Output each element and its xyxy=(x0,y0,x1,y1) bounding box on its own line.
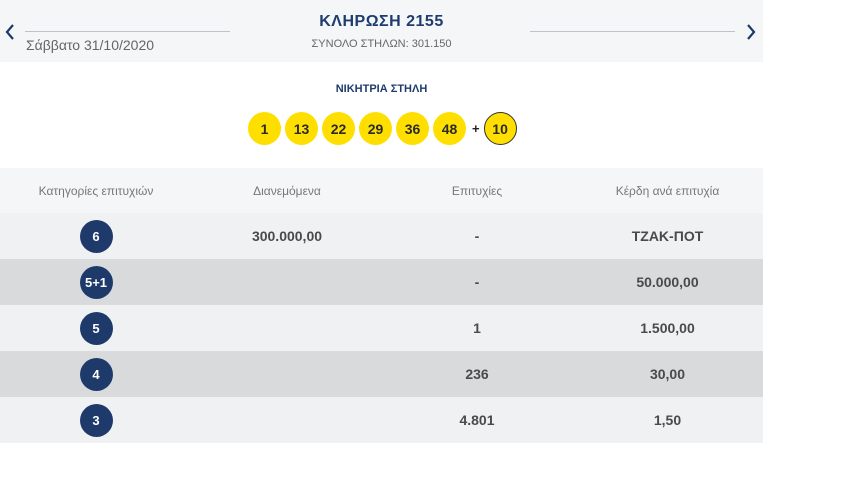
table-row: 5+1 - 50.000,00 xyxy=(0,259,763,305)
table-row: 6 300.000,00 - ΤΖΑΚ-ΠΟΤ xyxy=(0,213,763,259)
table-row: 3 4.801 1,50 xyxy=(0,397,763,443)
category-badge: 5+1 xyxy=(79,265,113,299)
prize-cell: 30,00 xyxy=(649,366,686,382)
header-prize: Κέρδη ανά επιτυχία xyxy=(615,183,720,198)
winning-ball: 36 xyxy=(396,112,429,145)
table-header: Κατηγορίες επιτυχιών Διανεμόμενα Επιτυχί… xyxy=(0,168,763,213)
chevron-left-icon xyxy=(5,24,14,40)
header-distributed: Διανεμόμενα xyxy=(253,183,321,198)
winners-cell: - xyxy=(474,228,480,244)
draw-title: ΚΛΗΡΩΣΗ 2155 xyxy=(319,13,444,30)
draw-header: Σάββατο 31/10/2020 ΚΛΗΡΩΣΗ 2155 ΣΥΝΟΛΟ Σ… xyxy=(0,0,763,62)
winning-ball: 22 xyxy=(322,112,355,145)
winning-ball: 13 xyxy=(285,112,318,145)
prize-cell: 1.500,00 xyxy=(640,320,695,336)
chevron-right-icon xyxy=(747,24,756,40)
joker-ball: 10 xyxy=(483,112,517,145)
header-divider-right xyxy=(530,31,735,32)
winners-cell: 1 xyxy=(473,320,481,336)
winning-ball: 1 xyxy=(248,112,281,145)
category-badge: 3 xyxy=(79,403,113,437)
prize-table: Κατηγορίες επιτυχιών Διανεμόμενα Επιτυχί… xyxy=(0,168,763,443)
winning-column-title: ΝΙΚΗΤΡΙΑ ΣΤΗΛΗ xyxy=(335,83,428,95)
total-columns: ΣΥΝΟΛΟ ΣΤΗΛΩΝ: 301.150 xyxy=(311,38,452,50)
winners-cell: 236 xyxy=(465,366,489,382)
next-draw-button[interactable] xyxy=(744,22,758,42)
previous-draw-button[interactable] xyxy=(3,22,17,42)
winners-cell: 4.801 xyxy=(459,412,495,428)
prize-cell: 1,50 xyxy=(653,412,682,428)
winning-ball: 29 xyxy=(359,112,392,145)
category-badge: 5 xyxy=(79,311,113,345)
header-winners: Επιτυχίες xyxy=(451,183,503,198)
category-badge: 4 xyxy=(79,357,113,391)
winners-cell: - xyxy=(474,274,480,290)
table-row: 4 236 30,00 xyxy=(0,351,763,397)
table-row: 5 1 1.500,00 xyxy=(0,305,763,351)
header-divider-left xyxy=(25,31,230,32)
winning-numbers: 1 13 22 29 36 48 + 10 xyxy=(248,112,517,145)
draw-date: Σάββατο 31/10/2020 xyxy=(26,37,155,53)
category-badge: 6 xyxy=(79,219,113,253)
distributed-cell: 300.000,00 xyxy=(251,228,323,244)
header-categories: Κατηγορίες επιτυχιών xyxy=(38,183,154,198)
winning-ball: 48 xyxy=(433,112,466,145)
prize-cell: ΤΖΑΚ-ΠΟΤ xyxy=(631,228,704,244)
plus-sign: + xyxy=(472,121,480,136)
prize-cell: 50.000,00 xyxy=(636,274,699,290)
